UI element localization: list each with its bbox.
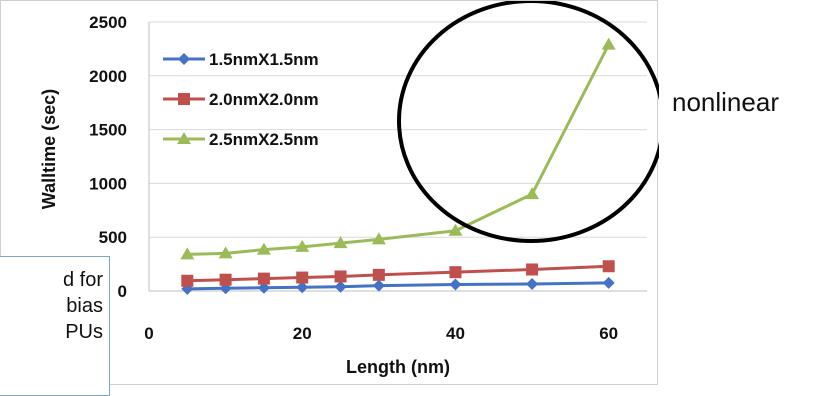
data-point-series-2: [181, 274, 194, 287]
caption-line-3: PUs: [65, 321, 103, 343]
y-tick-label: 2000: [89, 67, 127, 86]
data-point-series-3: [180, 247, 195, 260]
y-tick-label: 500: [99, 228, 127, 247]
data-point-series-2: [602, 260, 615, 273]
data-point-series-3: [295, 239, 310, 252]
legend-marker-2: [178, 93, 190, 105]
data-point-series-2: [296, 271, 309, 284]
x-tick-label: 20: [293, 324, 312, 343]
data-point-series-3: [333, 236, 348, 249]
legend-label-2: 2.0nmX2.0nm: [209, 90, 319, 109]
x-axis-label: Length (nm): [346, 357, 450, 377]
data-point-series-2: [334, 270, 347, 283]
data-point-series-1: [334, 280, 347, 293]
series-line-1: [187, 281, 609, 291]
legend-marker-1: [178, 53, 190, 65]
legend-marker-3: [177, 132, 191, 144]
data-point-series-1: [602, 276, 615, 289]
highlight-circle: [397, 0, 665, 243]
data-point-series-1: [449, 278, 462, 291]
x-tick-label: 60: [599, 324, 618, 343]
data-point-series-2: [219, 273, 232, 286]
data-point-series-3: [601, 37, 616, 50]
x-tick-label: 0: [144, 324, 153, 343]
data-point-series-3: [256, 242, 271, 255]
series-lines: [180, 37, 616, 295]
y-tick-label: 1000: [89, 174, 127, 193]
data-point-series-1: [257, 281, 270, 294]
nonlinear-label: nonlinear: [672, 87, 779, 117]
caption-line-1: d for: [62, 269, 103, 291]
y-axis-label: Walltime (sec): [39, 89, 59, 209]
data-point-series-3: [448, 223, 463, 236]
legend: 1.5nmX1.5nm 2.0nmX2.0nm 2.5nmX2.5nm: [163, 50, 319, 149]
x-tick-label: 40: [446, 324, 465, 343]
y-tick-label: 0: [118, 282, 127, 301]
line-chart: 0 500 1000 1500 2000 2500 0 20 40 60 1.5nmX1.5nm 2…: [39, 0, 665, 377]
figure: 0 500 1000 1500 2000 2500 0 20 40 60 1.5nmX1.5nm 2…: [0, 0, 779, 396]
data-point-series-2: [449, 266, 462, 279]
data-point-series-2: [526, 263, 539, 276]
data-point-series-1: [372, 279, 385, 292]
y-tick-label: 1500: [89, 121, 127, 140]
data-point-series-1: [296, 281, 309, 294]
caption-box: d for bias PUs: [0, 256, 110, 396]
legend-label-3: 2.5nmX2.5nm: [209, 130, 319, 149]
series-line-2: [187, 264, 609, 283]
data-point-series-3: [218, 246, 233, 259]
legend-label-1: 1.5nmX1.5nm: [209, 50, 319, 69]
data-point-series-1: [526, 278, 539, 291]
data-point-series-3: [525, 187, 540, 200]
axes: 0 500 1000 1500 2000 2500 0 20 40 60: [89, 13, 647, 343]
data-point-series-2: [372, 268, 385, 281]
caption-line-2: bias: [66, 295, 103, 317]
data-point-series-2: [257, 272, 270, 285]
y-tick-label: 2500: [89, 13, 127, 32]
data-point-series-3: [371, 232, 386, 245]
